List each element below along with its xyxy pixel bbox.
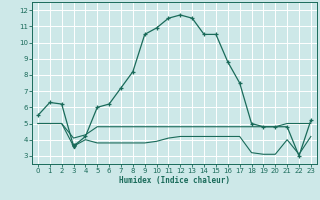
X-axis label: Humidex (Indice chaleur): Humidex (Indice chaleur) [119,176,230,185]
